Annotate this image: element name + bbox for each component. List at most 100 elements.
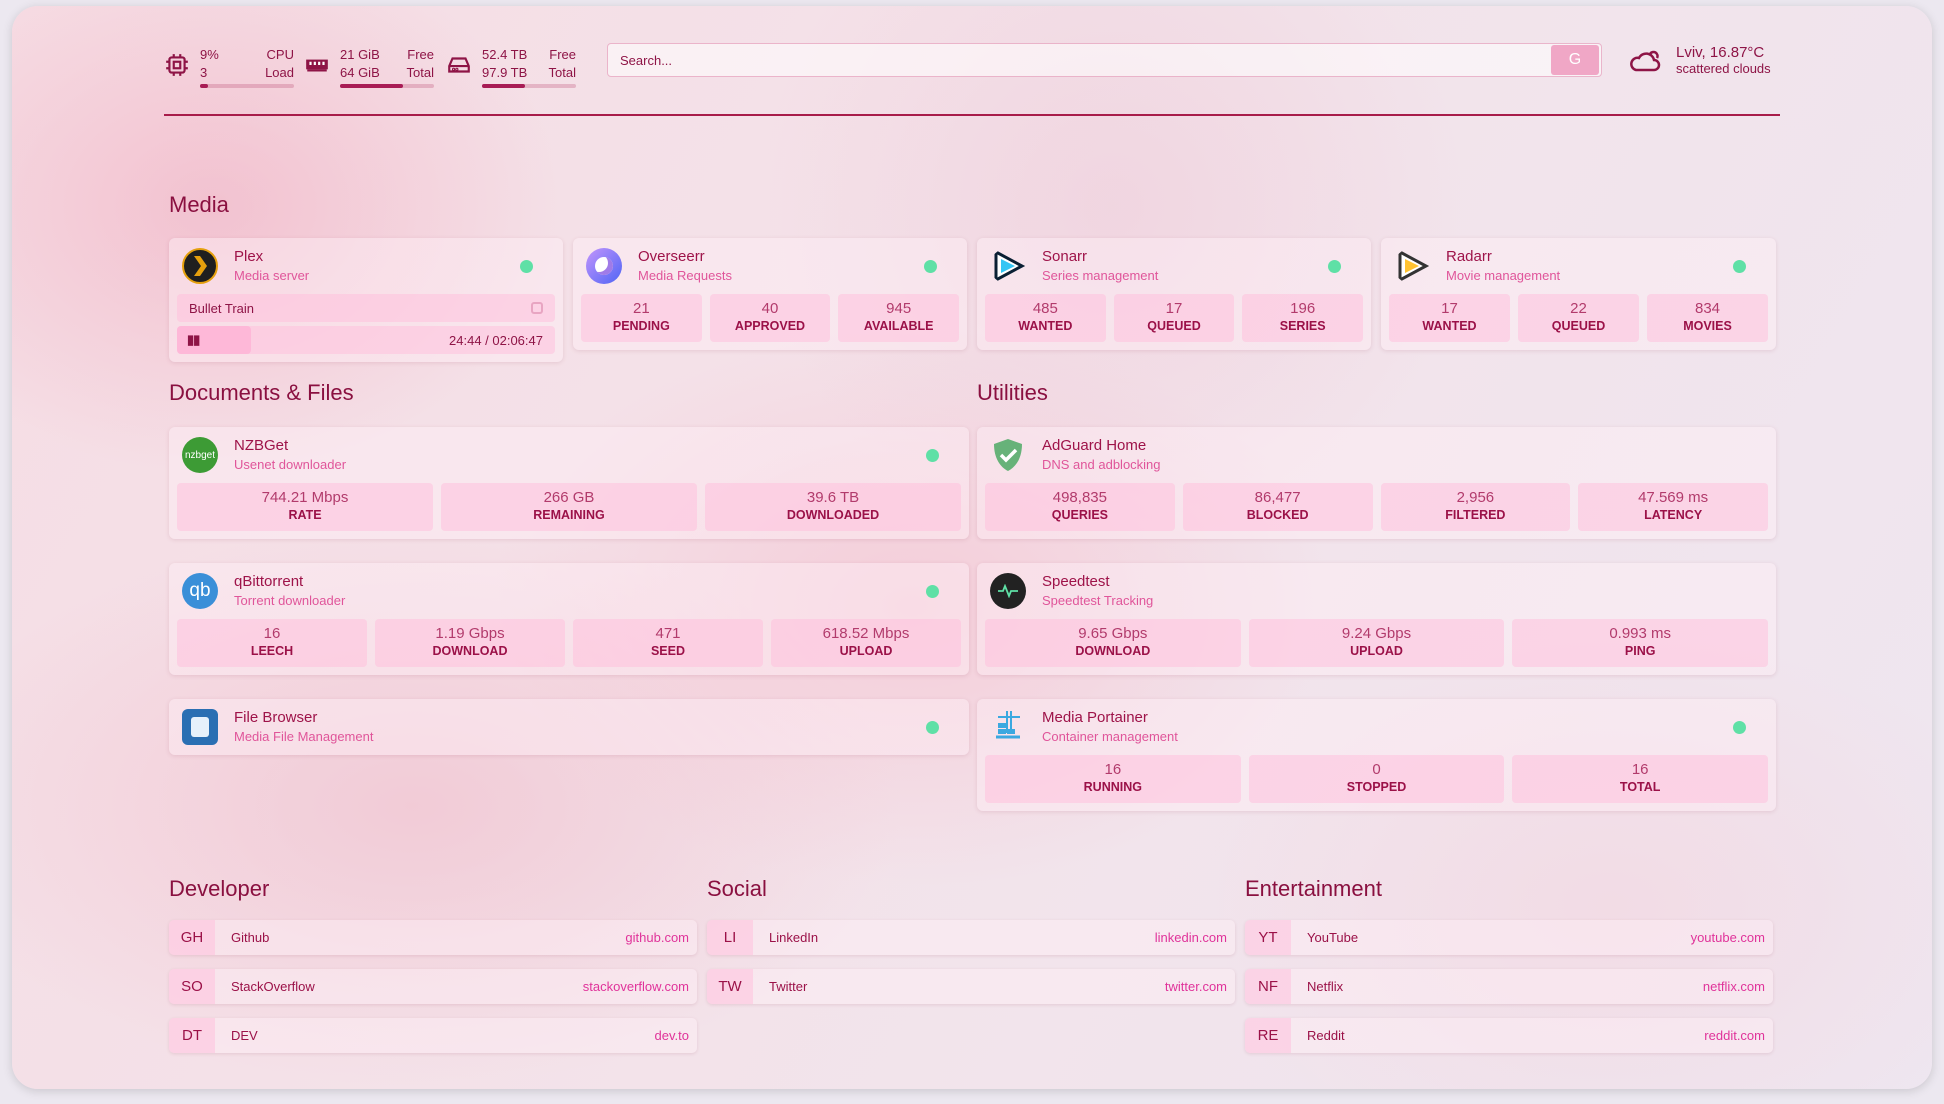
- bookmark-abbr: NF: [1245, 969, 1291, 1004]
- stat-value: 16: [263, 625, 281, 642]
- stat-block: 16 RUNNING: [985, 755, 1241, 803]
- portainer-logo-icon: [990, 709, 1042, 745]
- stat-value: 9.24 Gbps: [1341, 625, 1412, 642]
- stat-block: 21 PENDING: [581, 294, 702, 342]
- search-input[interactable]: [608, 52, 1551, 68]
- service-card-filebrowser[interactable]: File Browser Media File Management: [169, 699, 969, 755]
- stat-label: TOTAL: [1619, 780, 1661, 794]
- pause-icon[interactable]: ▮▮: [187, 332, 200, 347]
- playback-progress[interactable]: ▮▮ 24:44 / 02:06:47: [177, 326, 555, 354]
- stat-label: LATENCY: [1644, 508, 1703, 522]
- stat-value: 471: [655, 625, 681, 642]
- stat-block: 834 MOVIES: [1647, 294, 1768, 342]
- plex-logo-icon: [182, 248, 234, 284]
- service-card-speedtest[interactable]: Speedtest Speedtest Tracking 9.65 Gbps DOWN…: [977, 563, 1776, 675]
- disk-free: 52.4 TB: [482, 47, 528, 62]
- memory-widget: 21 GiB Free 64 GiB Total: [304, 46, 434, 88]
- service-name[interactable]: File Browser: [234, 709, 318, 726]
- device-icon: [531, 302, 543, 314]
- stat-label: PING: [1624, 644, 1656, 658]
- bookmark-github[interactable]: GH Github github.com: [169, 920, 697, 955]
- service-card-portainer[interactable]: Media Portainer Container management 16 RUN…: [977, 699, 1776, 811]
- stat-block: 266 GB REMAINING: [441, 483, 697, 531]
- stat-block: 9.65 Gbps DOWNLOAD: [985, 619, 1241, 667]
- stat-label: RATE: [288, 508, 322, 522]
- service-name[interactable]: Overseerr: [638, 248, 705, 265]
- service-card-overseerr[interactable]: Overseerr Media Requests 21 PENDING 40 APPROV…: [573, 238, 967, 350]
- disk-total: 97.9 TB: [482, 65, 528, 80]
- group-title-utilities: Utilities: [977, 380, 1048, 405]
- memory-free: 21 GiB: [340, 47, 380, 62]
- service-name[interactable]: AdGuard Home: [1042, 437, 1147, 454]
- now-playing-title-row: Bullet Train: [177, 294, 555, 322]
- bookmark-url: twitter.com: [1164, 979, 1227, 994]
- group-title-developer: Developer: [169, 876, 270, 901]
- stat-label: UPLOAD: [1350, 644, 1403, 658]
- stat-label: AVAILABLE: [863, 319, 934, 333]
- stat-block: 1.19 Gbps DOWNLOAD: [375, 619, 565, 667]
- service-card-adguard[interactable]: AdGuard Home DNS and adblocking 498,835 QUE…: [977, 427, 1776, 539]
- bookmark-name: DEV: [231, 1028, 258, 1043]
- load-label: Load: [265, 65, 294, 80]
- stat-label: MOVIES: [1683, 319, 1732, 333]
- bookmark-name: Reddit: [1307, 1028, 1345, 1043]
- speedtest-logo-icon: [990, 573, 1042, 609]
- bookmark-abbr: GH: [169, 920, 215, 955]
- stat-value: 0: [1372, 761, 1381, 778]
- stat-block: 9.24 Gbps UPLOAD: [1248, 619, 1505, 667]
- bookmark-linkedin[interactable]: LI LinkedIn linkedin.com: [707, 920, 1235, 955]
- bookmark-url: dev.to: [654, 1028, 689, 1043]
- service-name[interactable]: Media Portainer: [1042, 709, 1148, 726]
- stat-label: LEECH: [250, 644, 294, 658]
- bookmark-url: stackoverflow.com: [582, 979, 689, 994]
- service-name[interactable]: Radarr: [1446, 248, 1492, 265]
- radarr-logo-icon: [1394, 248, 1446, 284]
- stat-label: WANTED: [1422, 319, 1477, 333]
- bookmark-twitter[interactable]: TW Twitter twitter.com: [707, 969, 1235, 1004]
- stat-label: WANTED: [1018, 319, 1073, 333]
- cpu-load: 3: [200, 65, 208, 80]
- stat-value: 22: [1570, 300, 1587, 317]
- stat-block: 16 TOTAL: [1512, 755, 1769, 803]
- service-name[interactable]: qBittorrent: [234, 573, 304, 590]
- stat-label: UPLOAD: [839, 644, 893, 658]
- stat-value: 16: [1104, 761, 1122, 778]
- stat-block: 39.6 TB DOWNLOADED: [705, 483, 961, 531]
- stat-block: 618.52 Mbps UPLOAD: [771, 619, 961, 667]
- stat-block: 17 WANTED: [1389, 294, 1510, 342]
- service-card-radarr[interactable]: Radarr Movie management 17 WANTED 22 QUEUED 83…: [1381, 238, 1776, 350]
- stat-value: 17: [1441, 300, 1458, 317]
- stat-label: STOPPED: [1346, 780, 1407, 794]
- bookmark-url: linkedin.com: [1154, 930, 1227, 945]
- stat-value: 39.6 TB: [806, 489, 860, 506]
- service-card-nzbget[interactable]: nzbget NZBGet Usenet downloader 744.21 Mbps…: [169, 427, 969, 539]
- stat-block: 471 SEED: [573, 619, 763, 667]
- service-name[interactable]: Plex: [234, 248, 264, 265]
- status-dot: [520, 260, 533, 273]
- bookmark-reddit[interactable]: RE Reddit reddit.com: [1245, 1018, 1773, 1053]
- weather-widget: Lviv, 16.87°C scattered clouds: [1628, 44, 1771, 76]
- stat-block: 196 SERIES: [1242, 294, 1364, 342]
- bookmark-netflix[interactable]: NF Netflix netflix.com: [1245, 969, 1773, 1004]
- cpu-icon: [166, 54, 188, 76]
- service-name[interactable]: Sonarr: [1042, 248, 1088, 265]
- bookmark-dev[interactable]: DT DEV dev.to: [169, 1018, 697, 1053]
- stat-label: FILTERED: [1445, 508, 1506, 522]
- stat-label: BLOCKED: [1246, 508, 1309, 522]
- service-name[interactable]: NZBGet: [234, 437, 289, 454]
- bookmark-stackoverflow[interactable]: SO StackOverflow stackoverflow.com: [169, 969, 697, 1004]
- service-card-plex[interactable]: Plex Media server Bullet Train ▮▮ 24:44 / 02…: [169, 238, 563, 362]
- search-provider-button[interactable]: G: [1551, 45, 1599, 75]
- service-card-sonarr[interactable]: Sonarr Series management 485 WANTED 17 QUEUED…: [977, 238, 1371, 350]
- service-description: Media server: [234, 268, 310, 283]
- bookmark-youtube[interactable]: YT YouTube youtube.com: [1245, 920, 1773, 955]
- stat-block: 47.569 ms LATENCY: [1578, 483, 1768, 531]
- bookmark-name: StackOverflow: [231, 979, 315, 994]
- status-dot: [926, 585, 939, 598]
- service-description: Media File Management: [234, 729, 374, 744]
- service-name[interactable]: Speedtest: [1042, 573, 1110, 590]
- service-card-qbittorrent[interactable]: qb qBittorrent Torrent downloader 16 LEECH 1.…: [169, 563, 969, 675]
- stat-label: RUNNING: [1083, 780, 1142, 794]
- stat-block: 22 QUEUED: [1518, 294, 1639, 342]
- overseerr-logo-icon: [586, 248, 638, 284]
